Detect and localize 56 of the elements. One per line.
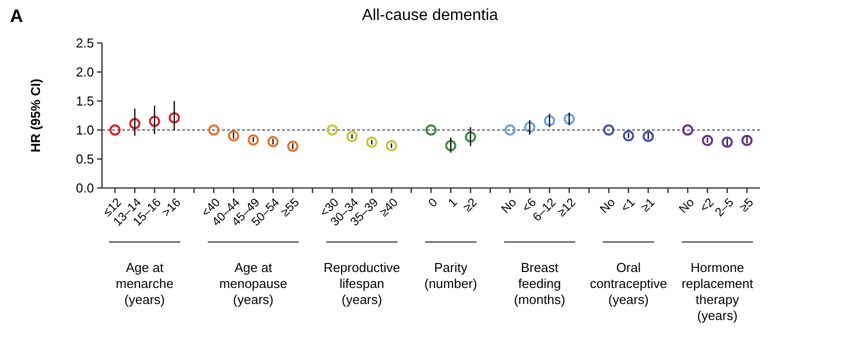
point (741, 134, 753, 146)
y-tick-label: 2.0 (76, 64, 94, 80)
point (129, 118, 140, 130)
x-tick-label: ≥55 (278, 194, 302, 220)
x-tick-label: ≥5 (736, 194, 756, 214)
text: A (10, 6, 23, 26)
point (287, 140, 298, 152)
text: Parity (number) (424, 260, 478, 291)
x-tick-label: ≥12 (554, 194, 579, 220)
x-tick-label: <1 (618, 194, 638, 215)
x-tick-label: 0 (425, 194, 440, 210)
y-tick-label: 1.5 (76, 94, 94, 109)
y-tick-label: 2.5 (76, 36, 94, 51)
text: Reproductive lifespan (years) (324, 260, 400, 307)
x-tick-label: ≥40 (376, 194, 401, 220)
point (168, 112, 180, 124)
point (248, 134, 259, 146)
y-tick-label: 0.5 (76, 152, 94, 167)
text: Age at menarche (years) (116, 260, 174, 307)
text: Age at menopause (years) (219, 260, 288, 307)
point (326, 124, 338, 136)
point (148, 116, 160, 127)
point (346, 130, 358, 142)
point (524, 122, 536, 133)
point (544, 115, 556, 126)
point (228, 130, 240, 142)
point (682, 124, 694, 136)
point (208, 124, 220, 136)
text: Hormone replacement therapy (years) (682, 260, 754, 323)
point (564, 113, 575, 125)
point (386, 140, 398, 152)
x-tick-label: ≥1 (638, 194, 658, 214)
point (366, 136, 378, 148)
point (722, 136, 733, 148)
chart-title: All-cause dementia (362, 7, 498, 24)
y-tick-label: 1.0 (76, 122, 94, 138)
point (702, 134, 714, 146)
text: Oral contraceptive (years) (590, 260, 668, 307)
point (445, 140, 456, 152)
y-tick-label: 0.0 (76, 180, 94, 196)
point (504, 124, 516, 136)
x-tick-label: No (597, 194, 618, 216)
x-tick-label: ≥2 (460, 194, 480, 214)
point (642, 130, 654, 142)
x-tick-label: >16 (159, 194, 184, 220)
x-tick-label: No (676, 194, 698, 216)
point (109, 124, 121, 136)
point (267, 136, 279, 148)
point (464, 131, 476, 143)
point (603, 124, 614, 136)
x-tick-label: 1 (445, 194, 460, 210)
point (425, 124, 437, 136)
text: Breast feeding (months) (514, 260, 566, 307)
point (622, 130, 634, 142)
y-axis-title: HR (95% CI) (28, 78, 43, 152)
x-tick-label: No (498, 194, 520, 216)
